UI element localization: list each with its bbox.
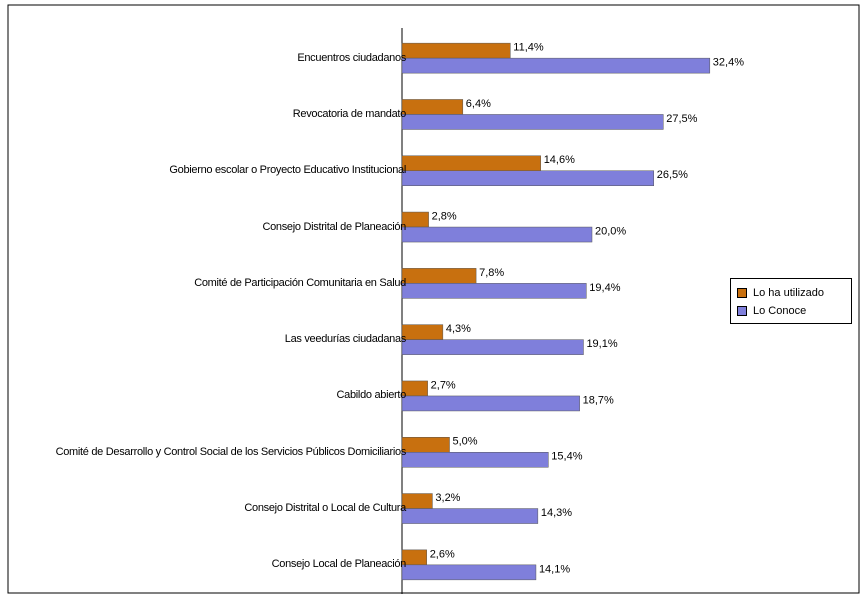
legend-swatch	[737, 288, 747, 299]
bar	[401, 155, 541, 171]
category-label: Las veedurías ciudadanas	[284, 333, 407, 346]
value-label: 32,4%	[713, 57, 744, 69]
value-label: 5,0%	[453, 436, 478, 448]
value-label: 19,4%	[589, 282, 620, 294]
legend-item: Lo ha utilizado	[737, 286, 824, 300]
bar	[401, 508, 539, 524]
category-label: Encuentros ciudadanos	[297, 51, 406, 64]
bar	[401, 437, 450, 453]
bar	[401, 226, 593, 243]
category-label: Cabildo abierto	[336, 389, 407, 402]
category-label: Consejo Distrital de Planeación	[262, 220, 406, 233]
bar	[401, 283, 587, 299]
bar	[401, 452, 549, 468]
legend: Lo ha utilizado Lo Conoce	[730, 278, 852, 324]
value-label: 26,5%	[657, 169, 688, 181]
value-label: 2,7%	[431, 379, 456, 391]
bar	[401, 493, 433, 509]
value-label: 3,2%	[435, 492, 460, 504]
bar	[401, 324, 444, 340]
category-label: Revocatoria de mandato	[292, 107, 407, 120]
value-label: 2,6%	[430, 548, 455, 560]
bar	[401, 395, 580, 412]
bar	[401, 114, 664, 130]
value-label: 19,1%	[586, 338, 617, 350]
bar	[401, 564, 537, 581]
category-label: Consejo Distrital o Local de Cultura	[244, 502, 406, 515]
category-label: Comité de Desarrollo y Control Social de…	[55, 445, 407, 458]
value-label: 18,7%	[583, 394, 614, 406]
legend-item: Lo Conoce	[737, 304, 806, 318]
value-label: 15,4%	[551, 451, 582, 463]
bar	[401, 170, 654, 186]
bar	[401, 268, 477, 284]
value-label: 7,8%	[479, 267, 504, 279]
category-label: Consejo Local de Planeación	[271, 558, 407, 571]
value-label: 11,4%	[513, 42, 544, 54]
legend-label: Lo Conoce	[753, 305, 807, 317]
chart-frame	[7, 4, 860, 594]
value-label: 6,4%	[466, 98, 491, 110]
category-label: Gobierno escolar o Proyecto Educativo In…	[169, 164, 406, 177]
value-label: 14,6%	[544, 154, 575, 166]
bar	[401, 42, 511, 59]
value-label: 20,0%	[595, 225, 626, 237]
value-label: 14,1%	[539, 563, 570, 575]
value-label: 4,3%	[446, 323, 471, 335]
bar	[401, 57, 711, 74]
legend-label: Lo ha utilizado	[753, 287, 824, 299]
category-label: Comité de Participación Comunitaria en S…	[194, 276, 406, 289]
value-label: 2,8%	[432, 210, 457, 222]
bar	[401, 339, 584, 355]
legend-swatch	[737, 306, 747, 317]
bar	[401, 99, 464, 115]
value-label: 27,5%	[666, 113, 697, 125]
value-label: 14,3%	[541, 507, 572, 519]
